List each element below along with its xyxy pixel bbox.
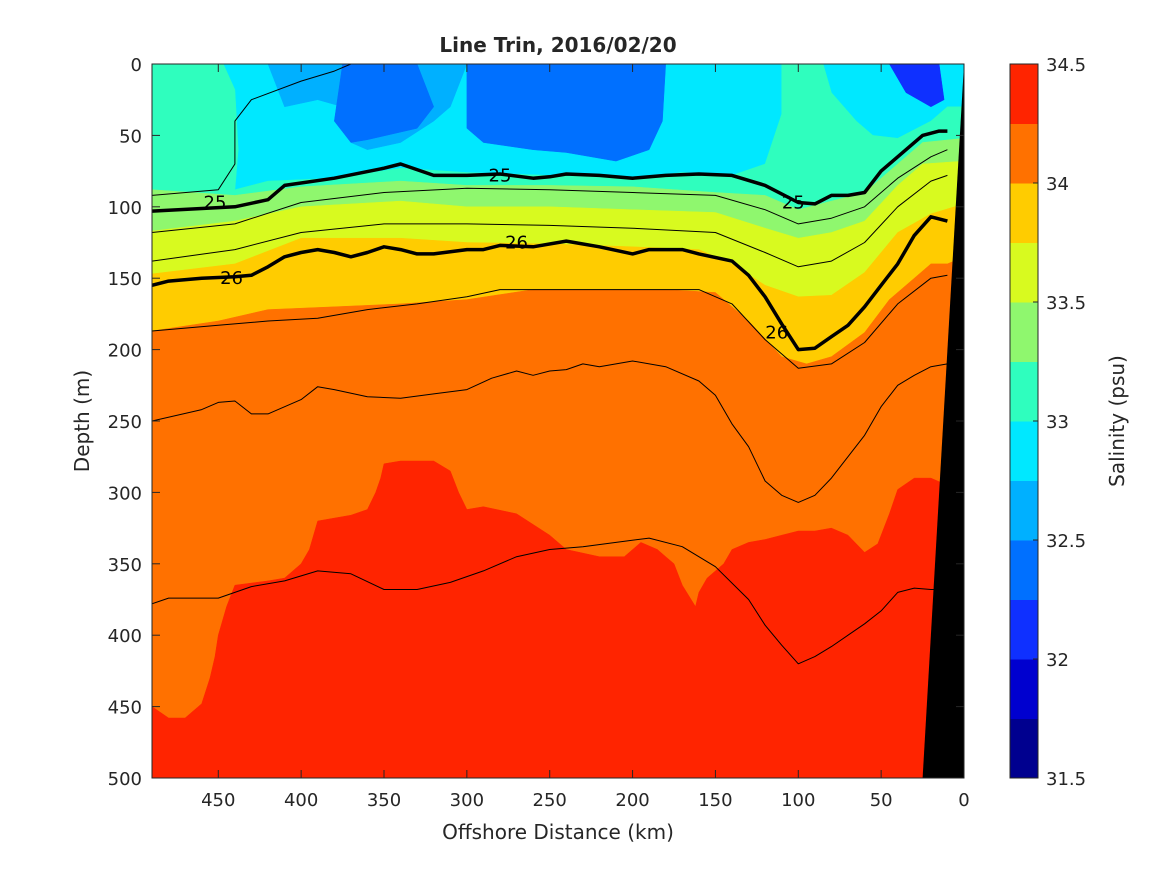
- x-tick-label: 450: [201, 790, 235, 811]
- x-tick-label: 150: [698, 790, 732, 811]
- y-tick-label: 50: [119, 126, 142, 147]
- colorbar-swatch: [1010, 64, 1038, 124]
- contour-label-26: 26: [765, 322, 788, 343]
- x-tick-label: 250: [533, 790, 567, 811]
- contour-label-26: 26: [505, 233, 528, 254]
- colorbar: 31.5 32 32.5 33 33.5 34 34.5 Salinity (psu): [1009, 55, 1129, 790]
- colorbar-swatch: [1010, 421, 1038, 481]
- plot-area: 25 25 25 26 26 26: [152, 64, 964, 778]
- colorbar-swatches: [1010, 64, 1038, 779]
- y-tick-label: 200: [108, 341, 142, 362]
- y-tick-label: 400: [108, 626, 142, 647]
- y-tick-label: 250: [108, 412, 142, 433]
- y-tick-label: 150: [108, 269, 142, 290]
- colorbar-tick-label: 34: [1046, 174, 1069, 195]
- x-tick-label: 100: [781, 790, 815, 811]
- y-tick-label: 450: [108, 698, 142, 719]
- density-contour-4: [152, 174, 948, 268]
- density-contour-7: [152, 537, 948, 665]
- x-tick-label: 0: [958, 790, 969, 811]
- colorbar-swatch: [1010, 659, 1038, 719]
- x-tick-label: 200: [615, 790, 649, 811]
- y-tick-label: 0: [131, 55, 142, 76]
- y-tick-label: 500: [108, 769, 142, 790]
- colorbar-swatch: [1010, 599, 1038, 660]
- seafloor-bathymetry: [922, 64, 964, 778]
- salinity-band-8: [284, 64, 434, 143]
- colorbar-label: Salinity (psu): [1105, 355, 1129, 487]
- x-tick-label: 300: [450, 790, 484, 811]
- colorbar-tick-label: 31.5: [1046, 769, 1086, 790]
- y-tick-label: 350: [108, 555, 142, 576]
- density-contour-26: [152, 215, 948, 352]
- density-contour-2: [152, 64, 352, 196]
- colorbar-swatch: [1010, 361, 1038, 422]
- bathymetry-layer: [922, 64, 964, 778]
- chart-title: Line Trin, 2016/02/20: [439, 33, 676, 57]
- x-axis-label: Offshore Distance (km): [442, 820, 674, 844]
- salinity-bands: [152, 64, 964, 778]
- density-contour-6: [152, 360, 948, 503]
- colorbar-swatch: [1010, 540, 1038, 600]
- contour-label-25: 25: [489, 165, 512, 186]
- colorbar-swatch: [1010, 302, 1038, 362]
- colorbar-ticks: 31.5 32 32.5 33 33.5 34 34.5: [1033, 55, 1086, 790]
- colorbar-swatch: [1010, 480, 1038, 541]
- y-tick-label: 300: [108, 483, 142, 504]
- y-axis-ticks: 0 50 100 150 200 250 300 350 400 450 500: [108, 55, 964, 790]
- colorbar-tick-label: 32.5: [1046, 531, 1086, 552]
- density-contour-5: [152, 274, 948, 369]
- x-axis-ticks: 450 400 350 300 250 200 150 100 50 0: [201, 64, 970, 811]
- y-tick-label: 100: [108, 198, 142, 219]
- x-tick-label: 400: [284, 790, 318, 811]
- contour-labels: 25 25 25 26 26 26: [204, 165, 805, 343]
- colorbar-swatch: [1010, 123, 1038, 184]
- salinity-band-10: [889, 64, 945, 108]
- y-axis-label: Depth (m): [70, 370, 94, 472]
- colorbar-tick-label: 33: [1046, 412, 1069, 433]
- colorbar-tick-label: 33.5: [1046, 293, 1086, 314]
- colorbar-swatch: [1010, 242, 1038, 303]
- salinity-band-9: [466, 64, 666, 162]
- x-tick-label: 350: [367, 790, 401, 811]
- colorbar-tick-label: 32: [1046, 650, 1069, 671]
- contour-label-25: 25: [204, 193, 227, 214]
- salinity-band-6: [152, 460, 964, 778]
- contour-label-26: 26: [220, 268, 243, 289]
- colorbar-swatch: [1010, 183, 1038, 243]
- contour-label-25: 25: [782, 193, 805, 214]
- colorbar-tick-label: 34.5: [1046, 55, 1086, 76]
- density-contours: [152, 64, 948, 665]
- density-contour-25: [152, 129, 948, 213]
- colorbar-swatch: [1010, 718, 1038, 779]
- density-contour-3: [152, 149, 948, 233]
- x-tick-label: 50: [870, 790, 893, 811]
